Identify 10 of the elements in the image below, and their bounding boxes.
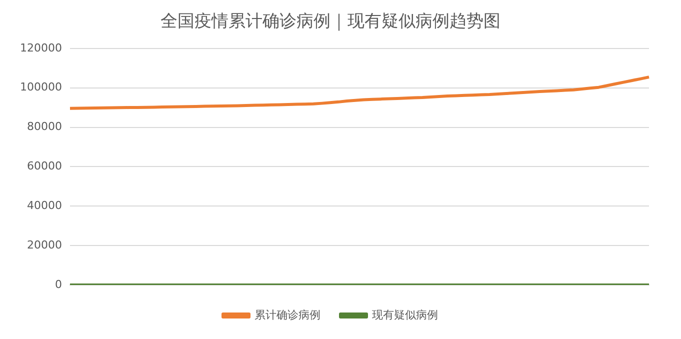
y-tick-label: 60000 [26, 160, 62, 173]
y-tick-label: 0 [54, 278, 62, 291]
chart-title: 全国疫情累计确诊病例｜现有疑似病例趋势图 [160, 12, 500, 32]
y-tick-label: 40000 [26, 198, 62, 212]
y-tick-label: 100000 [20, 80, 62, 94]
y-tick-label: 120000 [20, 41, 62, 54]
y-tick-label: 80000 [26, 120, 62, 134]
legend-label: 累计确诊病例 [254, 308, 320, 322]
y-tick-label: 20000 [26, 238, 62, 252]
legend-label: 现有疑似病例 [372, 308, 438, 322]
